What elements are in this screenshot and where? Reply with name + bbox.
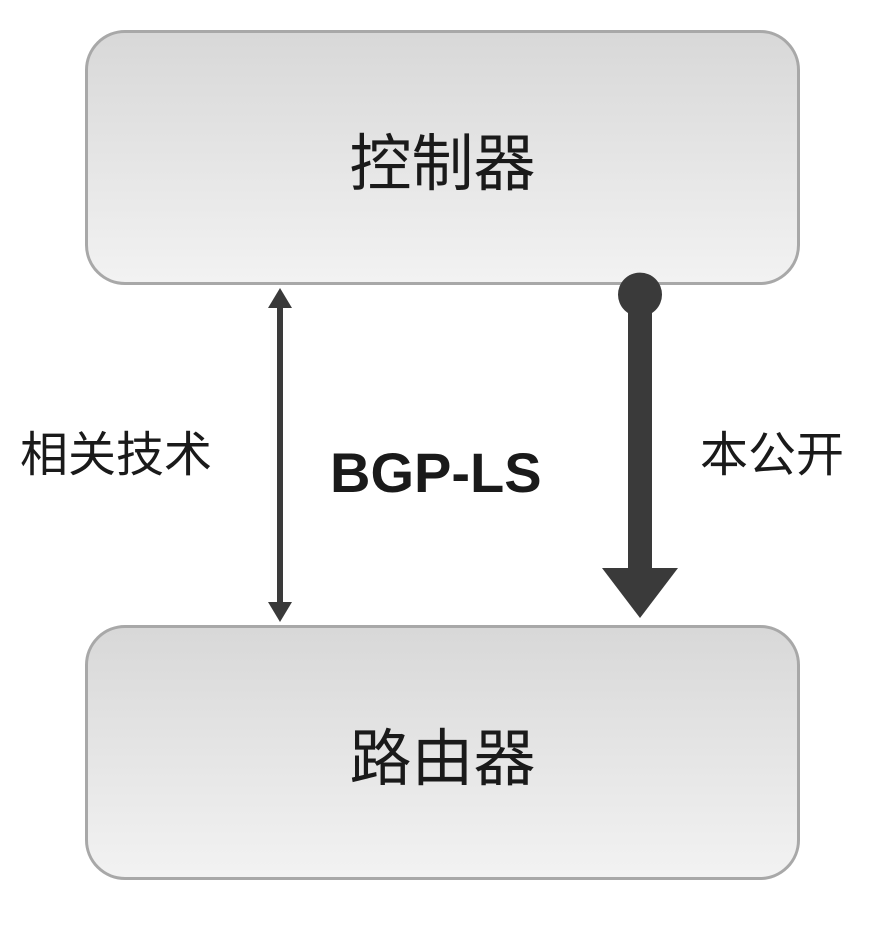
router-label: 路由器 (349, 708, 535, 798)
controller-box: 控制器 (85, 30, 800, 285)
right-annotation: 本公开 (700, 415, 844, 485)
controller-label: 控制器 (349, 113, 535, 203)
left-annotation: 相关技术 (20, 415, 212, 485)
protocol-label: BGP-LS (330, 440, 542, 505)
thick-arrow-circle (602, 273, 678, 618)
router-box: 路由器 (85, 625, 800, 880)
double-arrow-thin (268, 288, 292, 622)
